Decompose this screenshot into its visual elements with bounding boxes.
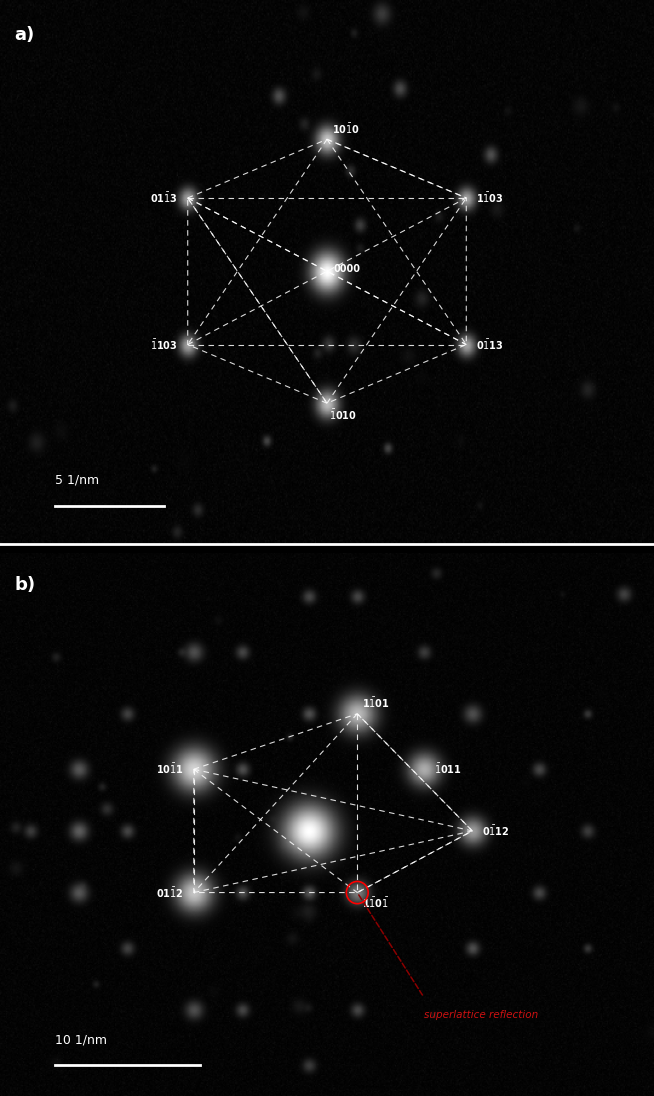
Text: superlattice reflection: superlattice reflection <box>424 1009 538 1019</box>
Text: 1$\bar{1}$0$\bar{1}$: 1$\bar{1}$0$\bar{1}$ <box>362 897 389 911</box>
Text: 0$\bar{1}$13: 0$\bar{1}$13 <box>476 338 504 352</box>
Text: 5 1/nm: 5 1/nm <box>54 473 99 487</box>
Text: $\bar{1}$011: $\bar{1}$011 <box>434 762 462 776</box>
Text: 0$\bar{1}$12: 0$\bar{1}$12 <box>482 824 509 838</box>
Text: 1$\bar{1}$01: 1$\bar{1}$01 <box>362 696 390 710</box>
Text: b): b) <box>14 575 36 594</box>
Text: a): a) <box>14 26 35 45</box>
Text: $\bar{1}$103: $\bar{1}$103 <box>150 338 178 352</box>
Text: 10 1/nm: 10 1/nm <box>54 1034 107 1047</box>
Text: 10$\bar{1}$0: 10$\bar{1}$0 <box>332 123 360 136</box>
Text: 0000: 0000 <box>333 264 360 274</box>
Text: $\bar{1}$010: $\bar{1}$010 <box>330 408 358 422</box>
Text: 10$\bar{1}$1: 10$\bar{1}$1 <box>156 762 184 776</box>
Text: 1$\bar{1}$03: 1$\bar{1}$03 <box>476 191 504 205</box>
Text: 01$\bar{1}$2: 01$\bar{1}$2 <box>156 886 184 900</box>
Text: 01$\bar{1}$3: 01$\bar{1}$3 <box>150 191 178 205</box>
